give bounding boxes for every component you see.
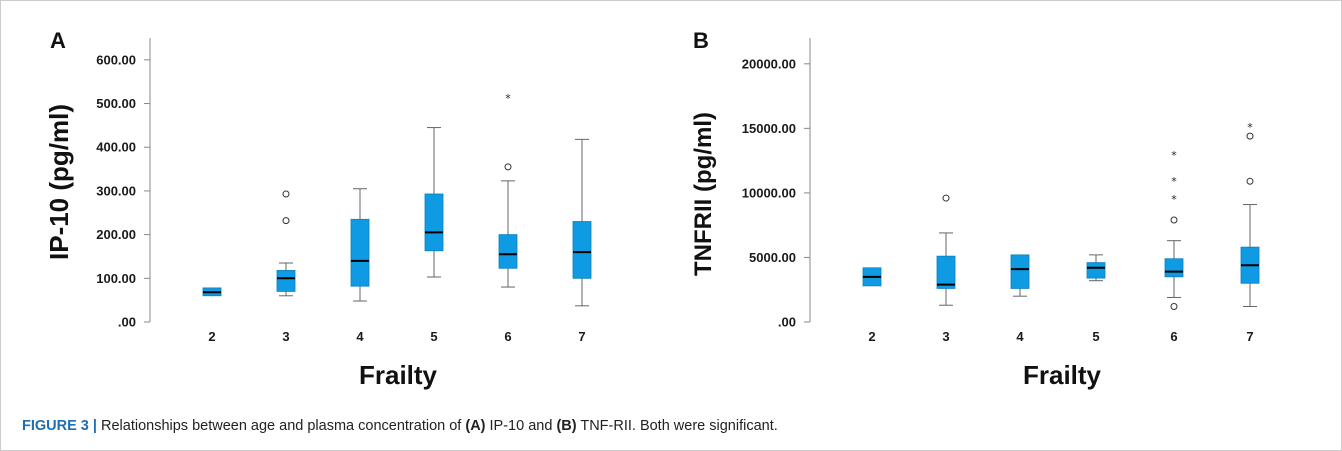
caption-text-1: Relationships between age and plasma con…: [96, 418, 466, 434]
extreme-point: *: [1171, 149, 1177, 162]
outlier-point: [942, 194, 950, 202]
caption-tag-a: (A): [465, 418, 486, 434]
y-tick-label: 200.00: [96, 227, 136, 242]
y-tick-label: 20000.00: [742, 56, 796, 71]
panel-a-chart: A .00 100.00 200.00 300.00 400.00 500.00 600.00…: [44, 28, 592, 390]
box-3: [936, 255, 956, 289]
caption-label: FIGURE 3 |: [22, 418, 97, 434]
extreme-point: *: [505, 92, 511, 105]
outlier-point: [1170, 303, 1178, 311]
extreme-point: *: [1247, 121, 1253, 134]
box-6: [498, 234, 518, 269]
outlier-point: [1246, 132, 1254, 140]
x-tick-label: 4: [1016, 329, 1024, 344]
x-tick-label: 5: [430, 329, 437, 344]
y-tick-label: 10000.00: [742, 185, 796, 200]
x-tick-label: 2: [868, 329, 875, 344]
x-tick-label: 7: [1246, 329, 1253, 344]
caption-tag-b: (B): [556, 418, 577, 434]
y-axis-title: TNFRII (pg/ml): [690, 112, 717, 276]
x-tick-label: 4: [356, 329, 364, 344]
y-tick-label: 100.00: [96, 271, 136, 286]
x-tick-label: 3: [942, 329, 949, 344]
panel-label: B: [693, 28, 709, 53]
x-axis-title: Frailty: [359, 360, 438, 390]
outlier-point: [1170, 216, 1178, 224]
outlier-point: [282, 190, 290, 198]
caption-text-3: TNF-RII. Both were significant.: [576, 418, 778, 434]
y-tick-label: .00: [118, 315, 136, 330]
box-5: [1086, 262, 1106, 279]
x-tick-label: 2: [208, 329, 215, 344]
outlier-point: [1246, 177, 1254, 185]
figure-caption: FIGURE 3 | Relationships between age and…: [22, 418, 778, 434]
box-4: [1010, 254, 1030, 289]
y-tick-label: 400.00: [96, 140, 136, 155]
outlier-point: [504, 163, 512, 171]
caption-text-2: IP-10 and: [485, 418, 557, 434]
x-tick-label: 3: [282, 329, 289, 344]
box-7: [572, 221, 592, 279]
y-axis-title: IP-10 (pg/ml): [44, 104, 74, 260]
x-tick-label: 6: [1170, 329, 1177, 344]
box-6: [1164, 258, 1184, 278]
extreme-point: *: [1171, 193, 1177, 206]
box-5: [424, 193, 444, 252]
x-tick-label: 7: [578, 329, 585, 344]
y-tick-label: 300.00: [96, 183, 136, 198]
y-tick-label: .00: [778, 315, 796, 330]
extreme-point: *: [1171, 175, 1177, 188]
panel-b-chart: B .00 5000.00 10000.00 15000.00 20000.00 TNFRI…: [690, 28, 1260, 390]
x-tick-label: 6: [504, 329, 511, 344]
box-3: [276, 270, 296, 292]
y-tick-label: 500.00: [96, 96, 136, 111]
y-tick-label: 600.00: [96, 52, 136, 67]
x-tick-label: 5: [1092, 329, 1099, 344]
x-axis-title: Frailty: [1023, 360, 1102, 390]
panel-label: A: [50, 28, 66, 53]
y-tick-label: 15000.00: [742, 121, 796, 136]
y-tick-label: 5000.00: [749, 250, 796, 265]
outlier-point: [282, 217, 290, 225]
box-4: [350, 218, 370, 287]
